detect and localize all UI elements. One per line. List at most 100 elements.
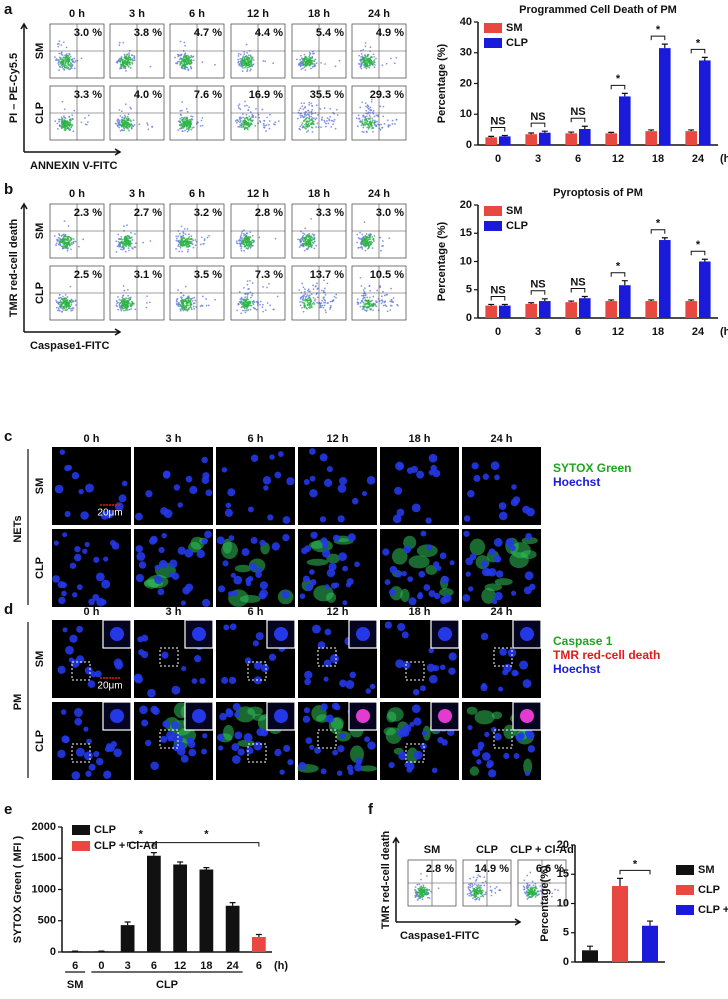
flow-dot (303, 305, 306, 308)
flow-dot (68, 299, 71, 302)
nucleus (441, 575, 450, 584)
nucleus (423, 584, 431, 591)
flow-dot (308, 59, 311, 62)
nucleus (332, 534, 340, 542)
flow-dot (311, 244, 314, 247)
nucleus (154, 575, 163, 585)
nucleus (406, 766, 413, 773)
x-tick-label: 6 (575, 326, 581, 338)
nucleus (69, 562, 77, 569)
flow-dot (526, 898, 529, 900)
flow-dot (71, 309, 74, 312)
flow-dot (303, 304, 306, 307)
flow-dot (370, 62, 373, 65)
nucleus (416, 593, 423, 600)
flow-dot (375, 305, 378, 308)
flow-dot (246, 51, 249, 54)
flow-dot (386, 95, 389, 98)
flow-dot (326, 282, 329, 285)
flow-dot (362, 296, 365, 299)
flow-dot (375, 57, 377, 60)
nucleus (498, 502, 507, 510)
flow-dot (416, 891, 419, 894)
flow-dot (526, 874, 529, 877)
flow-dot (180, 305, 183, 308)
nucleus (395, 571, 402, 578)
error-bar (229, 902, 236, 906)
nucleus (237, 748, 245, 756)
flow-dot (66, 299, 69, 301)
flow-dot (183, 54, 186, 56)
flow-dot (189, 305, 192, 308)
flow-dot (122, 247, 125, 250)
flow-dot (119, 124, 121, 127)
nucleus (283, 744, 291, 753)
flow-dot (128, 129, 131, 132)
flow-percent: 7.3 % (255, 269, 283, 281)
flow-dots (356, 276, 399, 313)
flow-dot (531, 889, 533, 892)
flow-dot (187, 129, 190, 132)
legend-swatch (676, 885, 694, 895)
x-tick-label: 0 (98, 960, 104, 972)
flow-dot (419, 886, 422, 889)
flow-dot (69, 64, 72, 67)
nucleus (416, 470, 425, 479)
flow-dot (312, 296, 315, 299)
flow-dot (258, 116, 261, 119)
nucleus (135, 573, 144, 583)
flow-dot (192, 59, 195, 62)
flow-dot (243, 243, 246, 245)
nucleus (395, 659, 405, 669)
nucleus (396, 508, 405, 517)
flow-dot (471, 883, 473, 885)
flow-dots (115, 41, 152, 72)
flow-dot (301, 306, 303, 309)
flow-dot (242, 125, 245, 128)
nucleus (260, 664, 269, 673)
flow-dot (72, 238, 75, 240)
flow-dot (531, 895, 534, 898)
nucleus (76, 655, 85, 664)
flow-dot (369, 117, 372, 120)
flow-dot (184, 300, 187, 303)
flow-dot (199, 243, 202, 246)
flow-percent: 13.7 % (310, 269, 344, 281)
flow-dot (67, 241, 70, 243)
flow-dot (175, 248, 177, 250)
flow-dot (185, 116, 188, 119)
nucleus (73, 708, 83, 717)
flow-dot (329, 107, 332, 110)
flow-dot (302, 240, 305, 242)
flow-dot (184, 285, 187, 288)
flow-dot (185, 241, 188, 243)
nucleus (369, 683, 376, 690)
legend-label: CLP (698, 884, 720, 896)
nucleus (177, 546, 186, 555)
legend-swatch (676, 865, 694, 875)
flow-dot (308, 114, 311, 117)
flow-dot (259, 303, 261, 306)
flow-dot (366, 60, 369, 63)
flow-dot (262, 285, 264, 288)
nucleus (274, 748, 282, 757)
green-signal (416, 544, 438, 558)
flow-dot (179, 113, 182, 116)
flow-dot (115, 240, 118, 243)
flow-dot (473, 883, 476, 886)
flow-dot (363, 238, 366, 240)
flow-dot (248, 236, 250, 238)
flow-dot (126, 121, 129, 124)
flow-dot (127, 64, 129, 67)
nucleus (503, 752, 510, 760)
flow-dot (368, 303, 371, 305)
flow-dot (59, 300, 62, 302)
flow-dot (272, 62, 275, 65)
flow-dot (363, 303, 366, 305)
nucleus (228, 535, 235, 541)
nucleus (221, 676, 229, 684)
nucleus (394, 486, 403, 495)
flow-dot (178, 250, 181, 253)
flow-dot (373, 59, 376, 62)
flow-dot (314, 298, 317, 301)
